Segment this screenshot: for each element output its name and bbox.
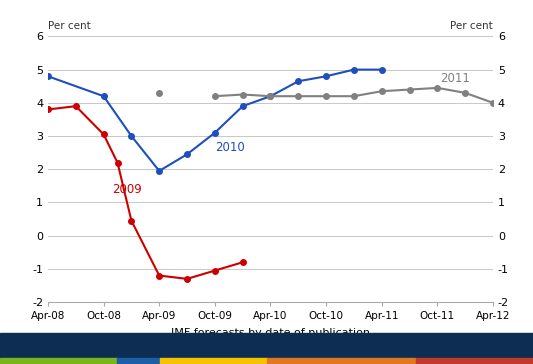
Text: Per cent: Per cent xyxy=(450,21,493,31)
Text: 2009: 2009 xyxy=(112,182,142,195)
Text: 2011: 2011 xyxy=(440,72,470,85)
Bar xyxy=(160,359,266,364)
Text: Per cent: Per cent xyxy=(48,21,91,31)
X-axis label: IMF forecasts by date of publication: IMF forecasts by date of publication xyxy=(171,328,370,338)
Bar xyxy=(416,359,533,364)
Bar xyxy=(0,333,533,359)
Bar xyxy=(0,359,117,364)
Text: 2010: 2010 xyxy=(215,141,245,154)
Bar xyxy=(117,359,160,364)
Bar xyxy=(266,359,416,364)
